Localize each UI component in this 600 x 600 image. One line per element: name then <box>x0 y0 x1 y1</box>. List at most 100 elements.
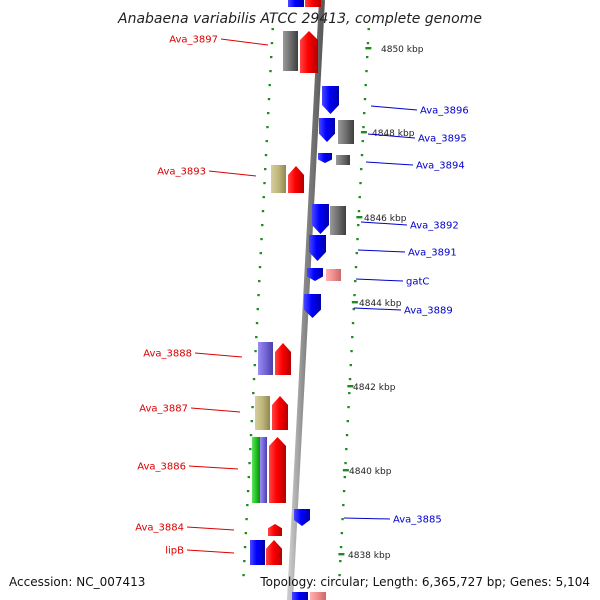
gene-box <box>338 120 354 144</box>
gene-box <box>288 0 304 7</box>
scale-dot <box>269 70 272 73</box>
leader-line <box>365 161 414 166</box>
scale-tick-label: 4846 kbp <box>364 214 407 224</box>
scale-dot <box>262 196 265 199</box>
scale-dot <box>249 434 253 437</box>
scale-dot <box>257 294 260 297</box>
gene-arrow <box>300 31 318 73</box>
scale-dot <box>350 350 353 353</box>
gene-label: Ava_3886 <box>137 462 186 473</box>
gene-arrow <box>319 118 335 142</box>
scale-dot <box>243 546 247 549</box>
gene-arrow <box>272 396 288 430</box>
scale-dot <box>242 574 245 577</box>
scale-dot <box>365 70 368 73</box>
scale-dot <box>270 42 274 45</box>
scale-dot <box>246 504 249 507</box>
gene-box <box>271 165 286 193</box>
scale-tick-mark <box>351 301 358 304</box>
gene-label: Ava_3887 <box>139 404 188 415</box>
scale-dot <box>344 462 347 465</box>
scale-dot <box>347 406 350 409</box>
scale-dot <box>349 364 352 367</box>
gene-label: Ava_3894 <box>416 161 465 172</box>
scale-dot <box>367 28 370 31</box>
scale-dot <box>362 126 365 129</box>
scale-dot <box>254 350 257 353</box>
scale-dot <box>271 28 274 31</box>
scale-dot <box>339 546 343 549</box>
scale-dot <box>340 532 344 535</box>
scale-dot <box>359 182 362 185</box>
scale-dot <box>342 504 345 507</box>
gene-arrow <box>309 235 326 261</box>
leader-line <box>353 307 402 311</box>
scale-dot <box>246 490 250 493</box>
gene-box <box>258 342 273 375</box>
gene-label: gatC <box>406 277 429 288</box>
scale-tick-mark <box>356 216 363 219</box>
scale-dot <box>353 294 356 297</box>
gene-labels: Ava_3897 Ava_3893 Ava_3888 Ava_3887 Ava_3886… <box>135 35 469 557</box>
leader-line <box>220 38 269 46</box>
gene-label: Ava_3888 <box>143 349 192 360</box>
scale-dot <box>366 42 370 45</box>
scale-dot <box>253 364 256 367</box>
gene-box <box>255 396 270 430</box>
gene-box <box>252 437 260 503</box>
scale-dot <box>258 280 261 283</box>
scale-dot <box>261 210 265 213</box>
gene-arrow <box>307 268 323 281</box>
gene-label: Ava_3891 <box>408 248 457 259</box>
scale-dot <box>346 420 349 423</box>
genome-summary-text: Topology: circular; Length: 6,365,727 bp… <box>260 575 590 589</box>
scale-dot <box>348 378 352 381</box>
label-leaders <box>186 38 418 554</box>
scale-dot <box>251 406 254 409</box>
scale-ticks: 4850 kbp 4848 kbp 4846 kbp 4844 kbp 4842 kbp… <box>338 45 424 561</box>
scale-dot <box>357 224 360 227</box>
gene-arrow <box>304 294 321 318</box>
scale-dot <box>267 98 271 101</box>
scale-dot <box>264 154 268 157</box>
scale-dot <box>342 490 346 493</box>
scale-dot <box>360 154 364 157</box>
gene-arrow <box>268 524 282 536</box>
scale-dot <box>255 322 259 325</box>
gene-label: lipB <box>165 546 184 557</box>
scale-dot <box>267 112 270 115</box>
scale-tick-mark <box>360 131 367 134</box>
scale-dot <box>354 280 357 283</box>
scale-dot <box>258 266 262 269</box>
scale-dot <box>270 56 273 59</box>
scale-tick-label: 4844 kbp <box>359 299 402 309</box>
scale-dot <box>256 308 259 311</box>
gene-arrow <box>312 204 329 234</box>
scale-dot <box>355 252 358 255</box>
scale-dot <box>351 336 354 339</box>
scale-tick-label: 4842 kbp <box>353 383 396 393</box>
gene-label: Ava_3885 <box>393 515 442 526</box>
leader-line <box>343 517 391 520</box>
scale-dot <box>247 476 251 479</box>
gene-box <box>292 592 308 600</box>
scale-dot <box>339 560 342 563</box>
leader-line <box>208 170 257 177</box>
scale-dot <box>343 476 347 479</box>
scale-dot <box>248 462 251 465</box>
leader-line <box>355 278 404 282</box>
gene-arrow <box>288 166 304 193</box>
map-title: Anabaena variabilis ATCC 29413, complete… <box>117 11 482 27</box>
gene-box <box>250 540 265 565</box>
scale-dot <box>361 140 364 143</box>
gene-features <box>250 0 354 600</box>
scale-dot <box>263 182 266 185</box>
gene-arrow <box>275 343 291 375</box>
scale-dot <box>244 532 248 535</box>
scale-dot <box>255 336 258 339</box>
gene-box <box>330 206 346 235</box>
leader-line <box>190 407 241 413</box>
scale-dot <box>260 238 263 241</box>
gene-box <box>283 31 298 71</box>
